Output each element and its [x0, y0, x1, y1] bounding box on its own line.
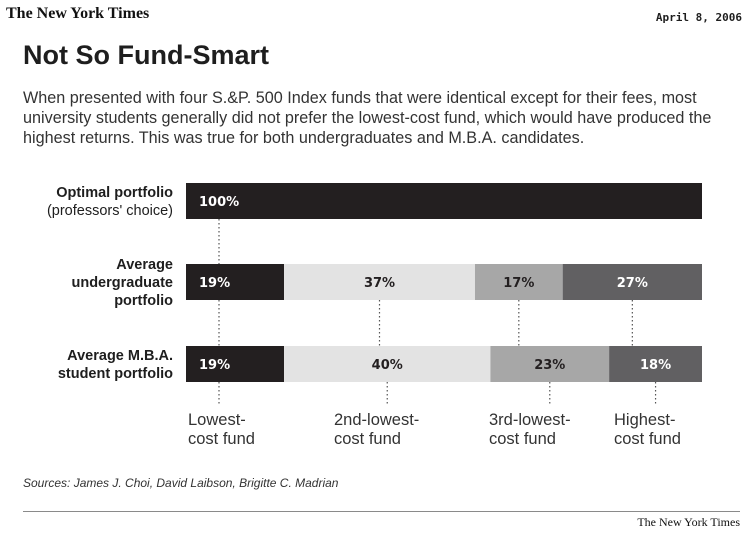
chart-subtitle: When presented with four S.&P. 500 Index… [23, 89, 712, 147]
category-label-2-line-2: undergraduate [71, 275, 173, 291]
series-label-2-line-2: cost fund [334, 430, 401, 448]
value-label-row3-series1: 19% [199, 358, 230, 373]
series-label-1-line-1: Lowest- [188, 411, 246, 429]
series-label-4: Highest-cost fund [614, 411, 681, 448]
bar-segment-row3-series4 [609, 346, 702, 382]
bar-segment-row3-series3 [490, 346, 610, 382]
series-label-3: 3rd-lowest-cost fund [489, 411, 571, 448]
publication-date: April 8, 2006 [655, 11, 742, 24]
bar-segment-row2-series1 [186, 264, 285, 300]
stacked-bar-chart: 100% 19% 37% 17% 27% 19% 40% 23% 18% Optimal port… [47, 183, 702, 448]
category-label-2-line-1: Average [116, 257, 173, 273]
category-label-3-line-1: Average M.B.A. [67, 348, 173, 364]
bar-segment-row2-series3 [474, 264, 563, 300]
value-label-row2-series4: 27% [617, 276, 648, 291]
bar-segment-row3-series1 [186, 346, 285, 382]
category-label-3: Average M.B.A. student portfolio [58, 348, 173, 382]
series-label-3-line-2: cost fund [489, 430, 556, 448]
bar-segment-row1-series1 [186, 183, 702, 219]
masthead-logo: The New York Times [6, 5, 150, 22]
value-label-row2-series2: 37% [364, 276, 395, 291]
category-label-1-line-2: (professors' choice) [47, 203, 173, 219]
value-label-row2-series3: 17% [503, 276, 534, 291]
value-label-row3-series3: 23% [534, 358, 565, 373]
chart-source: Sources: James J. Choi, David Laibson, B… [23, 476, 339, 490]
category-label-2-line-3: portfolio [114, 293, 173, 309]
category-label-1: Optimal portfolio (professors' choice) [47, 185, 173, 219]
category-label-1-line-1: Optimal portfolio [56, 185, 173, 201]
value-label-row1-series1: 100% [199, 195, 239, 210]
bar-segment-row2-series2 [284, 264, 475, 300]
series-label-3-line-1: 3rd-lowest- [489, 411, 571, 429]
series-label-1-line-2: cost fund [188, 430, 255, 448]
series-label-2-line-1: 2nd-lowest- [334, 411, 419, 429]
value-label-row3-series2: 40% [372, 358, 403, 373]
series-label-2: 2nd-lowest-cost fund [334, 411, 419, 448]
footer-divider [23, 511, 740, 512]
value-label-row2-series1: 19% [199, 276, 230, 291]
category-label-3-line-2: student portfolio [58, 366, 173, 382]
value-label-row3-series4: 18% [640, 358, 671, 373]
bar-segment-row2-series4 [562, 264, 702, 300]
footer-credit: The New York Times [637, 515, 740, 529]
series-label-4-line-2: cost fund [614, 430, 681, 448]
series-label-1: Lowest-cost fund [188, 411, 255, 448]
category-label-2: Average undergraduate portfolio [71, 257, 173, 309]
chart-title: Not So Fund-Smart [23, 40, 269, 70]
series-label-4-line-1: Highest- [614, 411, 675, 429]
bar-segment-row3-series2 [284, 346, 491, 382]
